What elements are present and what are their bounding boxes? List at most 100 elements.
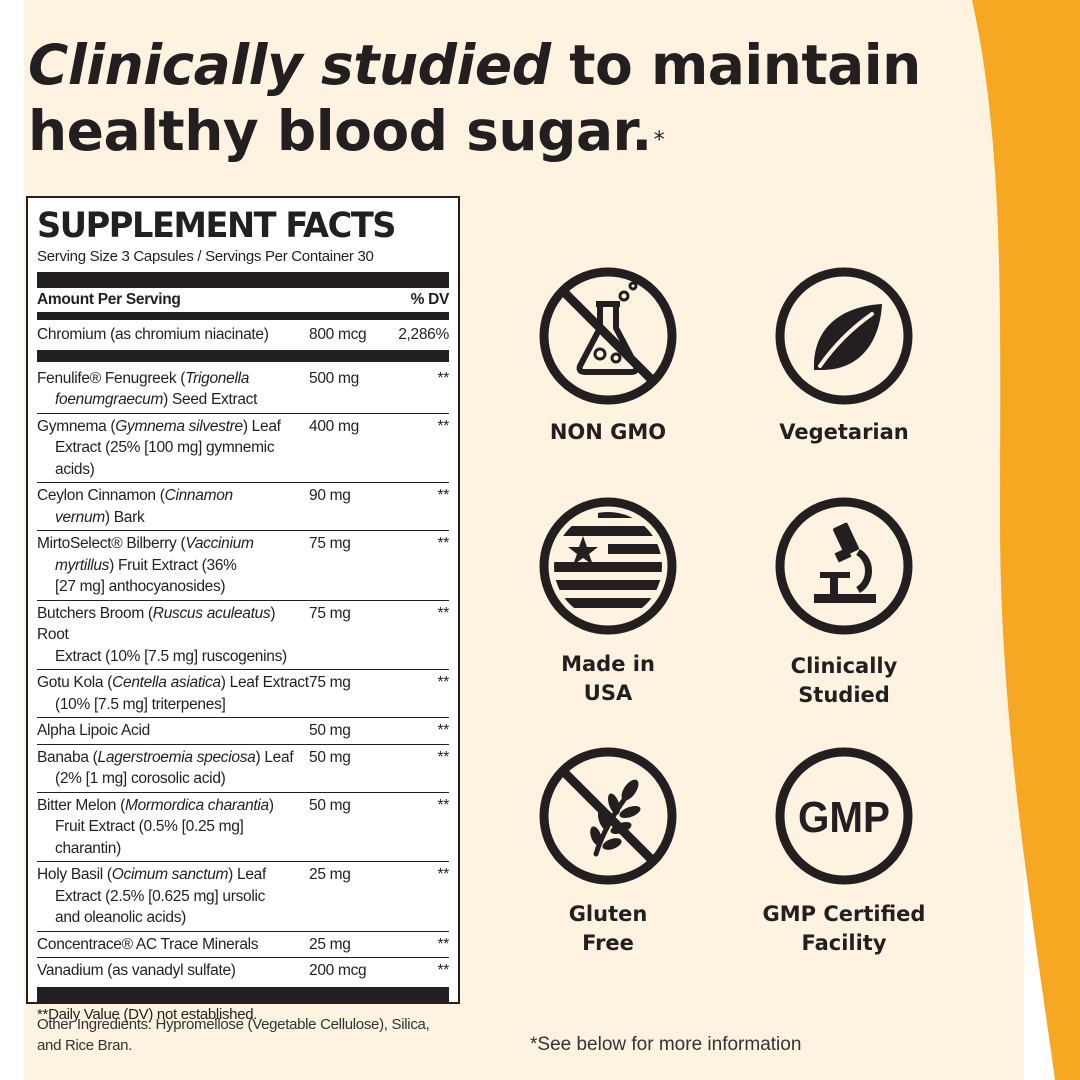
badge-label: Gluten Free xyxy=(568,902,648,955)
ingredient-text: ) Fruit Extract (36% xyxy=(109,556,237,574)
dv-footnote: **Daily Value (DV) not established. xyxy=(37,1005,258,1023)
ingredient-text: ) Seed Extract xyxy=(163,391,258,408)
ingredient-text: ) Leaf xyxy=(242,417,281,435)
gmp-icon-text: GMP xyxy=(798,793,890,842)
ingredient-text: ) xyxy=(268,796,274,814)
badge-made-in-usa: Made in USA xyxy=(508,496,708,708)
badge-label: Made in USA xyxy=(561,652,655,705)
ingredient-dv: ** xyxy=(437,962,450,979)
ingredient-text: MirtoSelect® Bilberry ( xyxy=(37,535,186,552)
ingredient-latin: myrtillus xyxy=(55,556,110,574)
ingredient-text: ) Leaf Extract xyxy=(220,674,309,691)
gmp-icon: GMP xyxy=(775,747,913,885)
ingredient-text: Bitter Melon ( xyxy=(37,796,125,814)
ingredient-text: Extract (10% [7.5 mg] ruscogenins) xyxy=(55,647,287,665)
amount-label: Amount Per Serving xyxy=(37,291,181,308)
ingredient-amount: 200 mcg xyxy=(309,962,367,979)
ingredient-latin: vernum xyxy=(55,508,105,526)
ingredient-latin: Centella asiatica xyxy=(112,674,221,691)
gluten-free-icon xyxy=(539,747,677,885)
ingredient-text: Ceylon Cinnamon ( xyxy=(37,487,165,504)
headline-emphasis: Clinically studied xyxy=(28,33,551,97)
ingredient-amount: 25 mg xyxy=(309,866,351,883)
ingredient-row: Banaba (Lagerstroemia speciosa) Leaf (2% … xyxy=(37,745,449,793)
ingredient-line: Alpha Lipoic Acid xyxy=(37,720,309,742)
ingredient-row: Gotu Kola (Centella asiatica) Leaf Extra… xyxy=(37,670,449,718)
ingredient-dv: ** xyxy=(437,748,450,766)
ingredient-line: Banaba (Lagerstroemia speciosa) Leaf xyxy=(37,747,309,769)
ingredient-name: Ceylon Cinnamon (Cinnamon vernum) Bark xyxy=(37,485,309,528)
ingredient-dv: ** xyxy=(437,674,450,691)
ingredient-row: Holy Basil (Ocimum sanctum) Leaf Extract … xyxy=(37,862,449,932)
facts-title: SUPPLEMENT FACTS xyxy=(37,206,397,246)
ingredient-row: Concentrace® AC Trace Minerals 25 mg ** xyxy=(37,932,450,958)
ingredient-name: Chromium (as chromium niacinate) xyxy=(37,326,269,343)
badge-label: Clinically Studied xyxy=(790,654,898,707)
badge-label: GMP Certified Facility xyxy=(762,902,926,955)
ingredient-latin: Mormordica charantia xyxy=(124,796,269,814)
ingredient-row: Ceylon Cinnamon (Cinnamon vernum) Bark 90 … xyxy=(37,483,449,531)
microscope-icon xyxy=(775,497,913,635)
ingredient-dv: ** xyxy=(437,487,450,504)
ingredient-line: (2% [1 mg] corosolic acid) xyxy=(37,768,309,790)
ingredient-line: Vanadium (as vanadyl sulfate) xyxy=(37,960,309,982)
badge-vegetarian: Vegetarian xyxy=(744,266,944,447)
ingredient-line: MirtoSelect® Bilberry (Vaccinium xyxy=(37,533,309,555)
ingredient-amount: 50 mg xyxy=(309,748,351,766)
ingredient-line: Fruit Extract (0.5% [0.25 mg] charantin) xyxy=(37,816,309,859)
ingredient-line: Extract (10% [7.5 mg] ruscogenins) xyxy=(37,646,309,668)
ingredient-amount: 500 mg xyxy=(309,369,359,387)
badge-gmp: GMP GMP Certified Facility xyxy=(744,746,944,958)
ingredient-row: MirtoSelect® Bilberry (Vaccinium myrtillu… xyxy=(37,531,449,601)
ingredient-dv: ** xyxy=(437,935,450,953)
ingredient-latin: Lagerstroemia speciosa xyxy=(97,748,256,766)
ingredient-amount: 50 mg xyxy=(309,722,351,739)
ingredient-name: MirtoSelect® Bilberry (Vaccinium myrtillu… xyxy=(37,533,309,598)
ingredient-dv: ** xyxy=(437,369,450,387)
ingredient-text: ) Leaf xyxy=(255,748,294,766)
ingredient-line: vernum) Bark xyxy=(37,507,309,529)
ingredient-line: and oleanolic acids) xyxy=(55,909,187,926)
ingredient-text: Alpha Lipoic Acid xyxy=(37,722,150,739)
badge-clinically-studied: Clinically Studied xyxy=(744,496,944,710)
ingredient-amount: 400 mg xyxy=(309,417,359,435)
dv-label: % DV xyxy=(410,291,450,308)
ingredient-latin: Cinnamon xyxy=(164,487,234,504)
ingredient-text: Fruit Extract (0.5% [0.25 mg] charantin) xyxy=(55,818,244,857)
ingredient-name: Butchers Broom (Ruscus aculeatus) Root Ex… xyxy=(37,603,309,668)
ingredient-text: ) Root xyxy=(37,604,276,644)
ingredient-line: Ceylon Cinnamon (Cinnamon xyxy=(37,485,309,507)
ingredient-line: Fenulife® Fenugreek (Trigonella xyxy=(37,368,309,390)
ingredient-line: foenumgraecum) Seed Extract xyxy=(37,389,309,411)
ingredient-dv: ** xyxy=(437,417,450,435)
headline: Clinically studied to maintain healthy bl… xyxy=(28,32,921,164)
badge-label: NON GMO xyxy=(549,420,667,444)
ingredient-amount: 75 mg xyxy=(309,674,351,691)
ingredient-line: Holy Basil (Ocimum sanctum) Leaf xyxy=(37,864,309,886)
headline-asterisk: * xyxy=(653,128,665,153)
ingredient-text: Banaba ( xyxy=(37,748,98,766)
ingredient-dv: ** xyxy=(437,722,450,739)
ingredient-line: Gotu Kola (Centella asiatica) Leaf Extra… xyxy=(37,672,309,694)
ingredient-name: Concentrace® AC Trace Minerals xyxy=(37,934,309,956)
ingredient-name: Gotu Kola (Centella asiatica) Leaf Extra… xyxy=(37,672,309,715)
ingredient-amount: 75 mg xyxy=(309,604,351,622)
badge-non-gmo: NON GMO xyxy=(508,266,708,447)
ingredient-row: Gymnema (Gymnema silvestre) Leaf Extract … xyxy=(37,414,450,483)
ingredient-latin: Vaccinium xyxy=(185,535,254,552)
badge-gluten-free: Gluten Free xyxy=(508,746,708,958)
ingredient-name: Holy Basil (Ocimum sanctum) Leaf Extract … xyxy=(37,864,309,929)
ingredient-amount: 800 mcg xyxy=(309,326,367,343)
ingredient-latin: Trigonella xyxy=(185,369,250,387)
ingredient-text: Concentrace® AC Trace Minerals xyxy=(37,935,259,953)
ingredient-row: Fenulife® Fenugreek (Trigonella foenumgra… xyxy=(37,366,449,414)
ingredient-text: ) Leaf xyxy=(228,866,267,883)
badge-label: Vegetarian xyxy=(779,420,909,444)
ingredient-dv: ** xyxy=(437,604,450,622)
ingredient-dv: ** xyxy=(437,796,450,814)
ingredient-text: Extract (25% [100 mg] gymnemic acids) xyxy=(55,439,275,478)
other-ingredients: Other Ingredients: Hypromellose (Vegetab… xyxy=(37,1016,430,1054)
ingredient-latin: foenumgraecum xyxy=(55,391,164,408)
chromium-row: Chromium (as chromium niacinate) 800 mcg… xyxy=(37,320,449,350)
